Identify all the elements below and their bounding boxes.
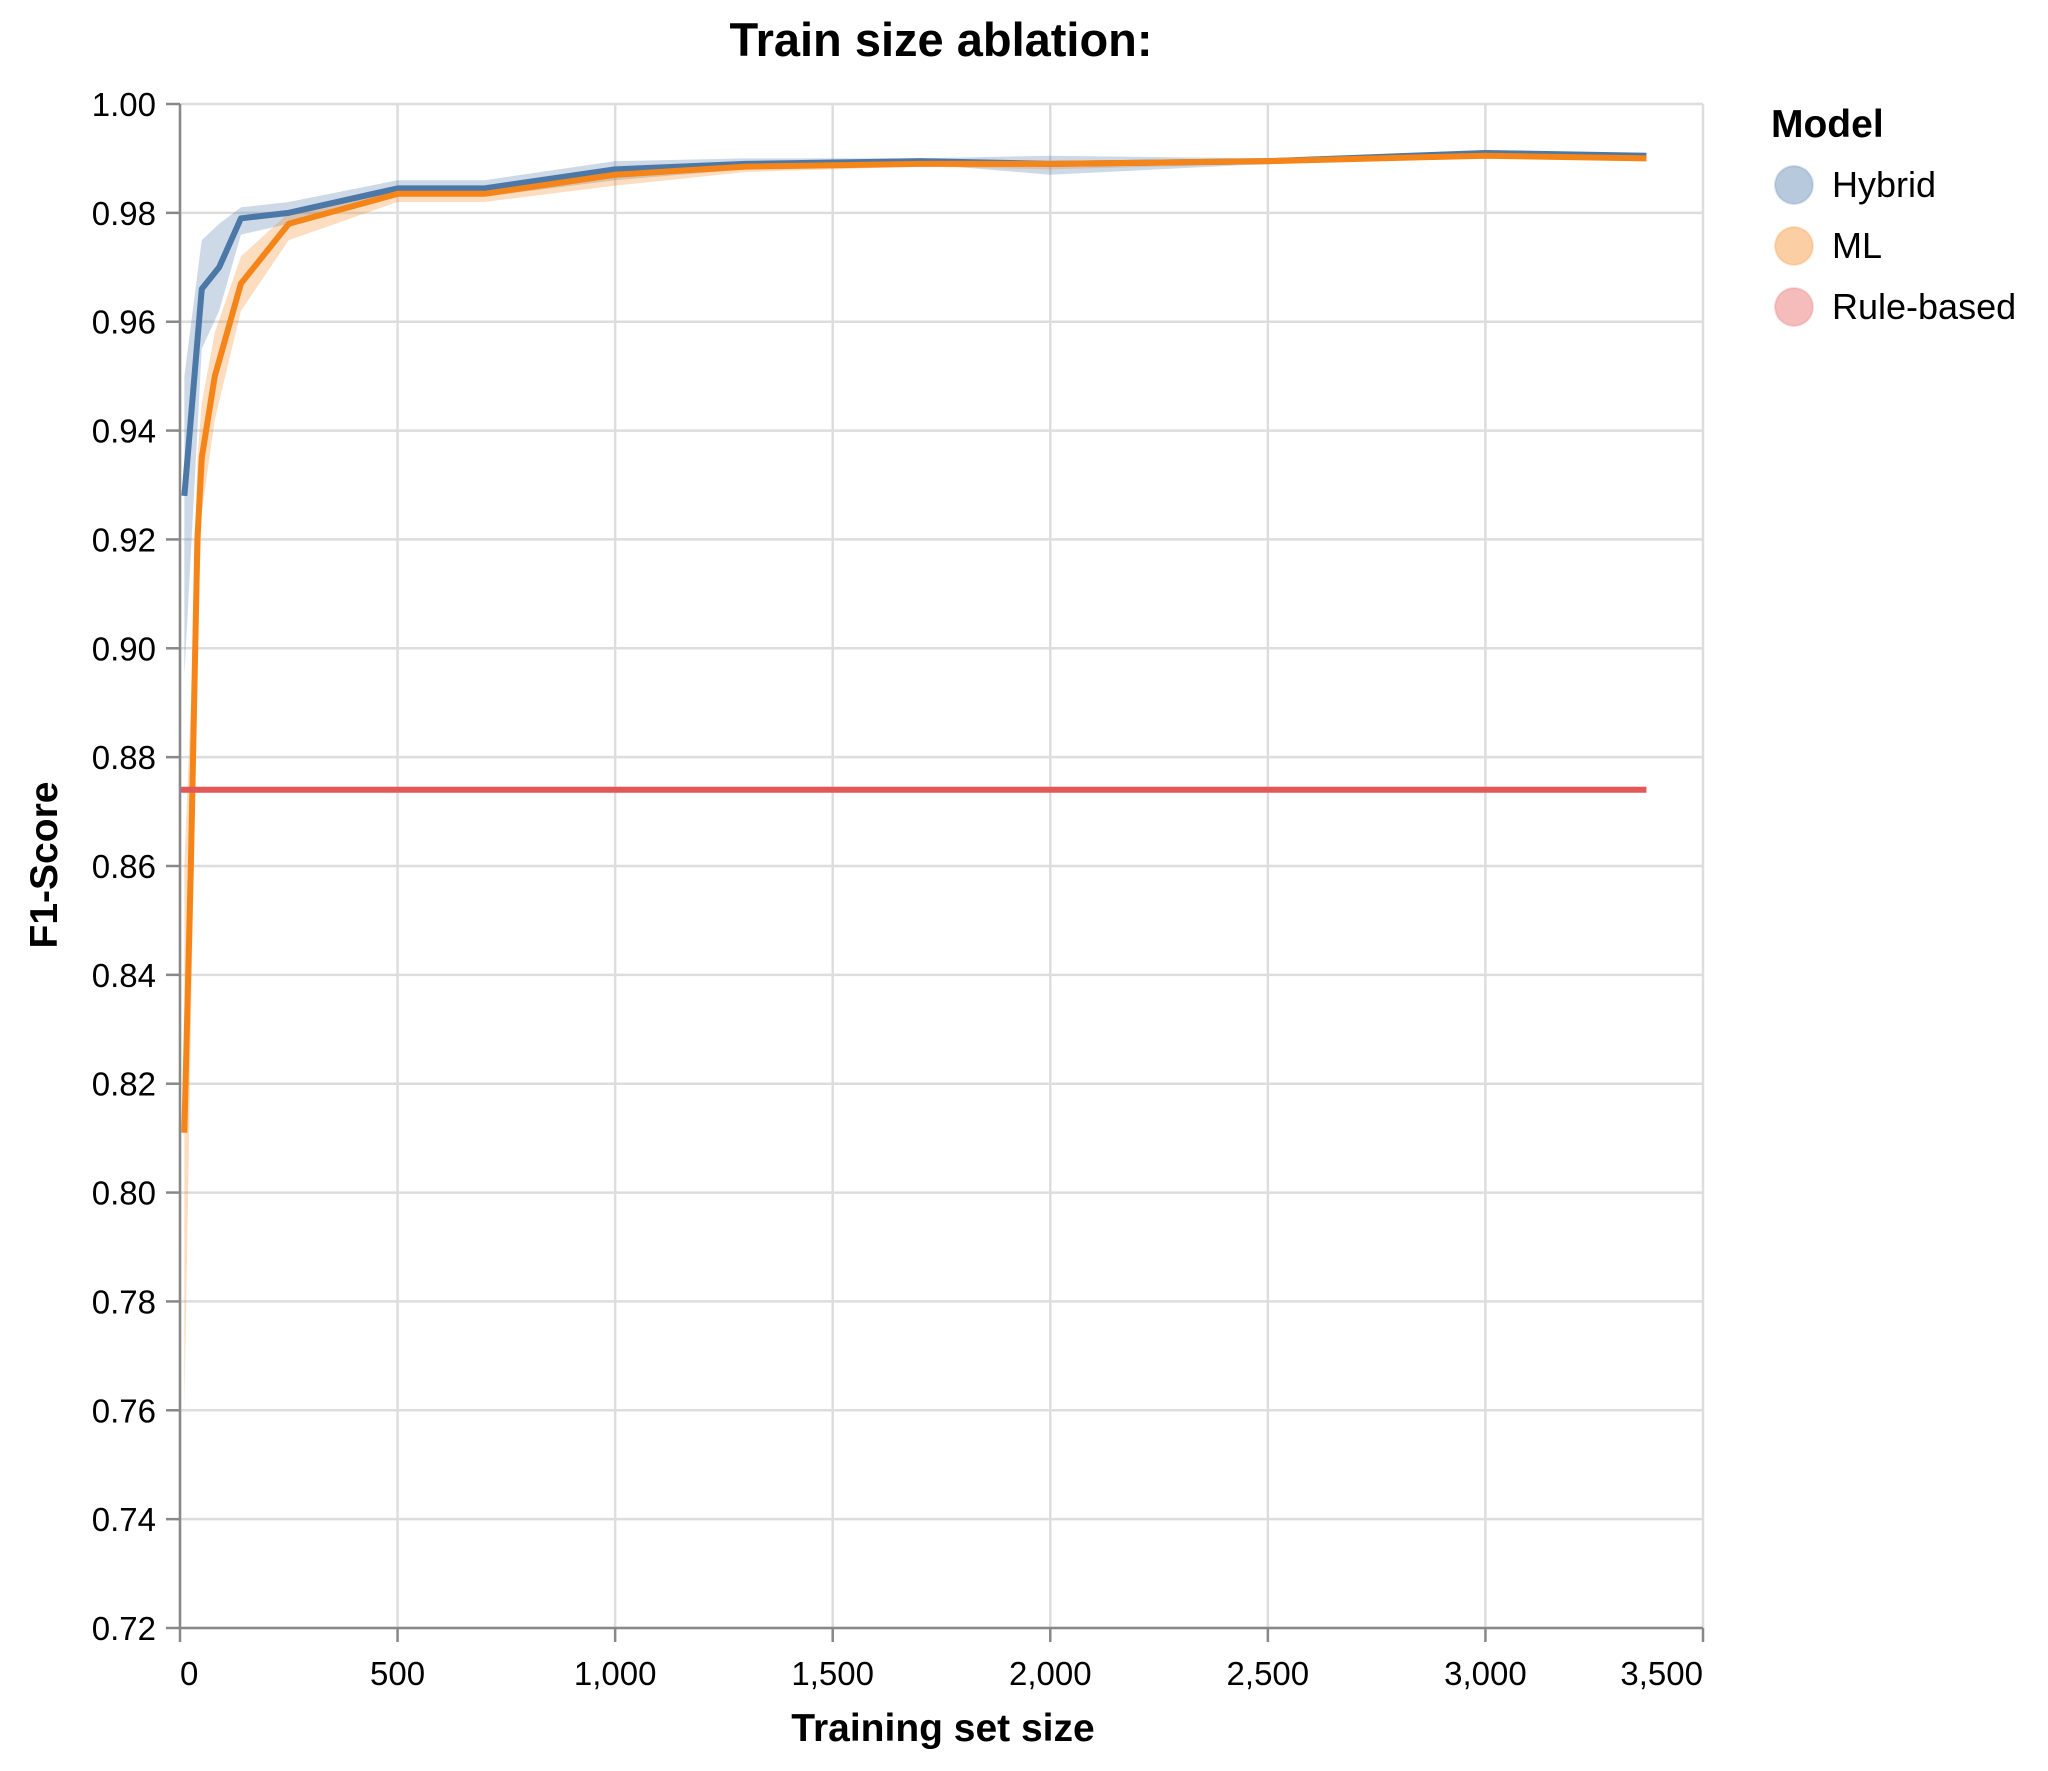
y-tick-label: 0.80	[92, 1175, 156, 1212]
x-tick-label: 2,500	[1227, 1655, 1310, 1692]
hybrid-legend-symbol	[1774, 165, 1814, 205]
ml-line	[181, 152, 1647, 1133]
y-tick-label: 0.74	[92, 1501, 156, 1538]
rule-based-legend-symbol	[1774, 287, 1814, 327]
x-tick-label: 3,500	[1620, 1655, 1703, 1692]
legend-label-hybrid: Hybrid	[1832, 164, 1936, 205]
y-tick-label: 0.78	[92, 1283, 156, 1320]
legend-label-ml: ML	[1832, 225, 1882, 266]
y-tick-label: 0.94	[92, 413, 156, 450]
y-axis-title: F1-Score	[23, 782, 66, 949]
y-tick-label: 0.76	[92, 1392, 156, 1429]
x-tick-label: 1,000	[574, 1655, 657, 1692]
legend-title: Model	[1771, 103, 1884, 146]
hybrid-confidence-band	[184, 150, 1647, 676]
y-tick-label: 0.84	[92, 957, 156, 994]
y-tick-label: 0.86	[92, 848, 156, 885]
x-tick-label: 1,500	[791, 1655, 874, 1692]
legend: Model Hybrid ML Rule-based	[1771, 103, 2016, 327]
x-tick-label: 500	[370, 1655, 425, 1692]
y-tick-label: 1.00	[92, 86, 156, 123]
confidence-bands	[184, 150, 1647, 1411]
grid	[178, 102, 1705, 1630]
x-tick-label: 0	[180, 1655, 198, 1692]
axes: 0 500 1,000 1,500 2,000 2,500 3,000 3,500 0.72 0.…	[92, 86, 1705, 1692]
chart-title: Train size ablation:	[729, 13, 1152, 66]
y-tick-label: 0.96	[92, 304, 156, 341]
y-tick-label: 0.88	[92, 739, 156, 776]
y-tick-label: 0.90	[92, 630, 156, 667]
legend-label-rule-based: Rule-based	[1832, 286, 2016, 327]
x-axis-title: Training set size	[791, 1707, 1094, 1750]
y-tick-label: 0.92	[92, 521, 156, 558]
hybrid-line	[181, 149, 1647, 497]
y-tick-label: 0.82	[92, 1066, 156, 1103]
ml-confidence-band	[184, 152, 1647, 1411]
y-tick-label: 0.98	[92, 195, 156, 232]
y-tick-label: 0.72	[92, 1610, 156, 1647]
series-lines	[180, 149, 1647, 1133]
x-tick-label: 2,000	[1009, 1655, 1092, 1692]
ml-legend-symbol	[1774, 226, 1814, 266]
x-tick-label: 3,000	[1444, 1655, 1527, 1692]
